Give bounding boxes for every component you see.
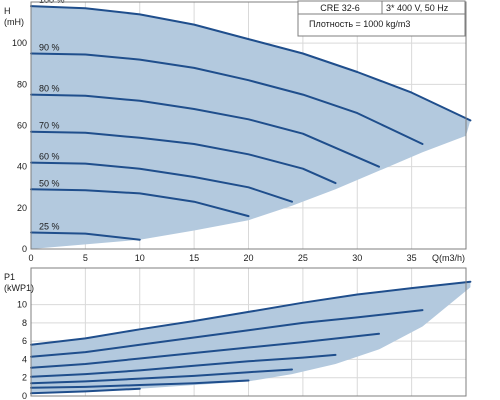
info-supply: 3* 400 V, 50 Hz <box>386 3 449 13</box>
power-operating-area <box>31 281 471 394</box>
power-curve-50 <box>30 379 250 389</box>
power-curve-100 <box>30 280 472 346</box>
power-y-tick-2: 2 <box>22 373 27 383</box>
head-x-tick-20: 20 <box>243 253 253 263</box>
head-operating-area <box>31 6 471 240</box>
power-y-tick-6: 6 <box>22 336 27 346</box>
power-curve-90 <box>30 309 424 358</box>
power-chart-panel: 0 2 4 6 8 10 P1(kWP1) <box>4 267 472 400</box>
head-x-label: Q(m3/h) <box>432 253 465 263</box>
head-x-tick-30: 30 <box>352 253 362 263</box>
power-y-tick-8: 8 <box>22 318 27 328</box>
head-x-tick-10: 10 <box>135 253 145 263</box>
head-operating-area-low <box>31 232 140 249</box>
head-y-tick-80: 80 <box>17 79 27 89</box>
head-curve-100 <box>30 5 472 122</box>
head-y-tick-20: 20 <box>17 203 27 213</box>
head-x-tick-25: 25 <box>298 253 308 263</box>
head-x-tick-15: 15 <box>189 253 199 263</box>
head-curve-label-70: 70 % <box>39 121 60 131</box>
head-curve-label-60: 60 % <box>39 152 60 162</box>
power-curve-60 <box>30 368 293 385</box>
head-curve-label-90: 90 % <box>39 42 60 52</box>
head-curve-80 <box>30 93 380 168</box>
head-plot-frame <box>30 1 467 250</box>
head-curve-label-100: 100 % <box>39 0 65 5</box>
power-y-unit: (kWP1) <box>4 283 34 293</box>
head-curve-label-50: 50 % <box>39 178 60 188</box>
power-curve-80 <box>30 332 380 369</box>
head-x-tick-35: 35 <box>407 253 417 263</box>
head-y-tick-40: 40 <box>17 162 27 172</box>
head-curve-25 <box>30 231 141 241</box>
power-curve-70 <box>30 353 337 378</box>
power-y-tick-4: 4 <box>22 354 27 364</box>
power-curve-25 <box>30 387 141 395</box>
head-y-tick-60: 60 <box>17 121 27 131</box>
head-curve-70 <box>30 130 337 185</box>
power-y-tick-0: 0 <box>22 391 27 400</box>
info-model: CRE 32-6 <box>320 3 360 13</box>
head-curve-90 <box>30 52 424 145</box>
head-chart-panel: 100 % 90 % 80 % 70 % 60 % 50 % 25 % 0 20 40 60 80 10… <box>4 0 472 263</box>
power-y-tick-10: 10 <box>17 300 27 310</box>
head-y-tick-0: 0 <box>22 244 27 254</box>
head-y-tick-100: 100 <box>12 38 27 48</box>
head-x-tick-5: 5 <box>83 253 88 263</box>
head-x-tick-0: 0 <box>28 253 33 263</box>
head-curve-60 <box>30 161 293 203</box>
power-y-label: P1 <box>4 272 15 282</box>
info-density: Плотность = 1000 kg/m3 <box>309 19 410 29</box>
head-curve-label-25: 25 % <box>39 222 60 232</box>
head-y-unit: (mH) <box>4 17 24 27</box>
head-y-label: H <box>4 6 11 16</box>
info-box: CRE 32-6 3* 400 V, 50 Hz Плотность = 100… <box>297 0 466 37</box>
power-plot-frame <box>30 267 467 397</box>
head-curve-label-80: 80 % <box>39 84 60 94</box>
head-curve-50 <box>30 188 250 218</box>
